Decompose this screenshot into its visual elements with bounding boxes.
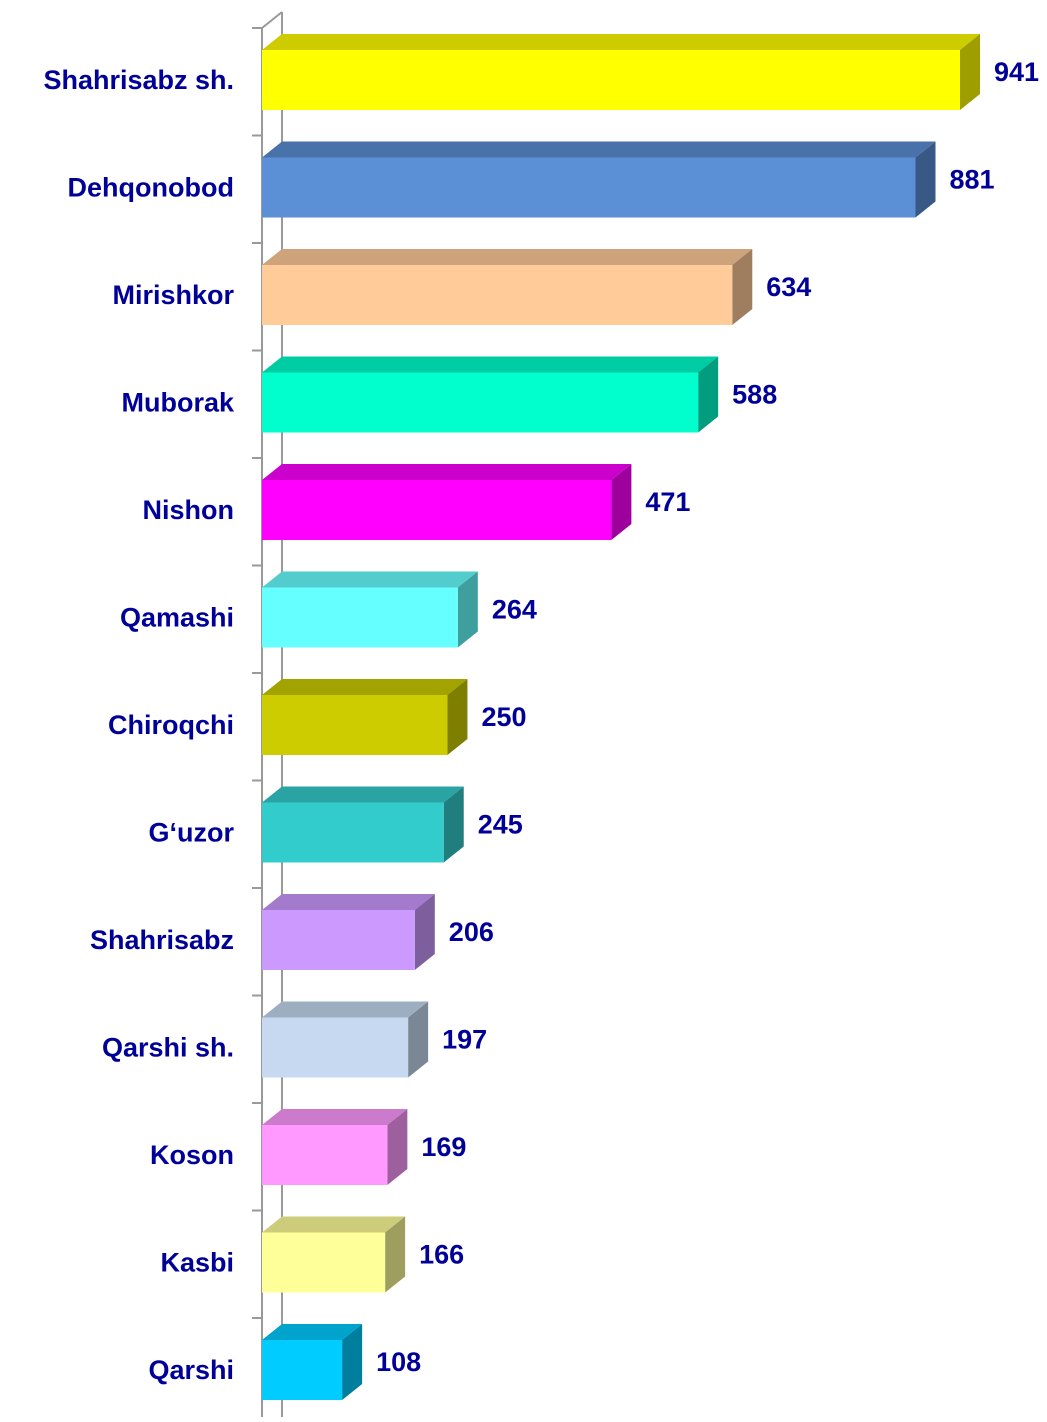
bar (262, 265, 733, 325)
category-label: Kasbi (160, 1248, 234, 1278)
bar-top (262, 571, 478, 588)
value-label: 250 (481, 702, 526, 732)
category-label: Nishon (143, 495, 235, 525)
bar (262, 910, 415, 970)
bar-side (342, 1324, 363, 1400)
bar-side (611, 464, 632, 540)
value-label: 206 (449, 917, 494, 947)
value-label: 881 (949, 165, 994, 195)
category-label: Qarshi (148, 1355, 234, 1385)
bar (262, 50, 960, 110)
bar-top (262, 356, 719, 373)
bar-side (698, 356, 719, 433)
bar (262, 1125, 388, 1185)
bar-top (262, 1001, 429, 1018)
bar (262, 480, 612, 540)
bar-top (262, 34, 980, 50)
value-label: 169 (421, 1132, 466, 1162)
bar-side (960, 34, 980, 110)
bar-side (385, 1216, 406, 1293)
value-label: 471 (645, 487, 690, 517)
axis-depth (261, 11, 283, 29)
bar-top (262, 464, 632, 480)
value-label: 197 (442, 1025, 487, 1055)
category-label: Mirishkor (112, 280, 234, 310)
bar-side (414, 894, 435, 970)
category-label: Chiroqchi (108, 710, 234, 740)
category-label: Muborak (121, 388, 234, 418)
bar-side (387, 1109, 408, 1185)
category-label: Qamashi (120, 603, 234, 633)
bar (262, 1232, 386, 1293)
value-label: 588 (732, 380, 777, 410)
bar-side (447, 679, 468, 755)
bar (262, 587, 458, 648)
bar-top (262, 1216, 406, 1233)
bar-top (262, 141, 936, 158)
bar (262, 372, 699, 433)
bar-side (408, 1001, 429, 1078)
bar-top (262, 1324, 363, 1340)
category-label: Shahrisabz (90, 925, 234, 955)
value-label: 166 (419, 1240, 464, 1270)
category-label: Koson (150, 1140, 234, 1170)
bar-side (732, 249, 753, 325)
value-label: 264 (492, 595, 537, 625)
bar-top (262, 894, 435, 910)
value-label: 634 (766, 272, 811, 302)
bar-top (262, 679, 468, 695)
bar (262, 157, 916, 218)
bar (262, 1340, 343, 1400)
bar-side (457, 571, 478, 648)
bar-top (262, 786, 464, 803)
category-label: Shahrisabz sh. (43, 65, 234, 95)
bar (262, 1017, 409, 1078)
value-label: 245 (478, 810, 523, 840)
category-label: Dehqonobod (68, 173, 234, 203)
category-label: G‘uzor (149, 818, 235, 848)
category-label: Qarshi sh. (102, 1033, 234, 1063)
bar-top (262, 1109, 408, 1125)
value-label: 108 (376, 1347, 421, 1377)
bar-top (262, 249, 753, 265)
value-label: 941 (994, 57, 1039, 87)
bar (262, 695, 448, 755)
bar-side (443, 786, 464, 863)
bar (262, 802, 444, 863)
bar-side (915, 141, 936, 218)
